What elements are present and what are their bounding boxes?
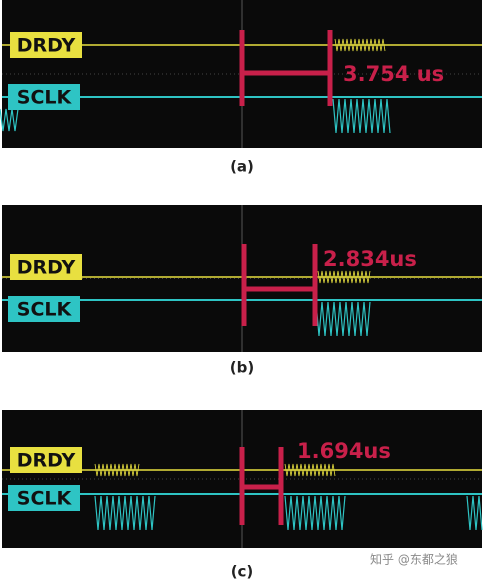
sclk-label: SCLK (17, 87, 73, 109)
scope-panel: DRDY SCLK 1.694us (c) (2, 410, 483, 581)
measurement-label: 1.694us (297, 439, 391, 463)
drdy-label: DRDY (17, 257, 76, 279)
measurement-label: 2.834us (323, 247, 417, 271)
panel-caption: (c) (231, 563, 254, 581)
sclk-label: SCLK (17, 299, 73, 321)
sclk-burst (284, 495, 346, 531)
sclk-burst (466, 495, 483, 531)
measurement-label: 3.754 us (343, 62, 444, 86)
drdy-noise (284, 463, 336, 477)
sclk-burst (332, 98, 391, 134)
drdy-label-box (10, 254, 82, 280)
drdy-noise (317, 270, 371, 284)
sclk-burst (315, 301, 371, 337)
sclk-label-box (8, 485, 80, 511)
scope-panel: DRDY SCLK 3.754 us (a) (0, 0, 482, 176)
scope-panel: DRDY SCLK 2.834us (b) (2, 205, 482, 377)
drdy-label-box (10, 447, 82, 473)
sclk-label: SCLK (17, 488, 73, 510)
panel-caption: (b) (230, 359, 254, 377)
drdy-label-box (10, 32, 82, 58)
drdy-noise (94, 463, 140, 477)
sclk-burst (0, 108, 19, 132)
sclk-label-box (8, 296, 80, 322)
drdy-label: DRDY (17, 35, 76, 57)
drdy-label: DRDY (17, 450, 76, 472)
watermark: 知乎 @东都之狼 (370, 552, 458, 567)
panel-caption: (a) (230, 158, 254, 176)
sclk-burst (94, 495, 156, 531)
drdy-noise (334, 38, 386, 52)
sclk-label-box (8, 84, 80, 110)
